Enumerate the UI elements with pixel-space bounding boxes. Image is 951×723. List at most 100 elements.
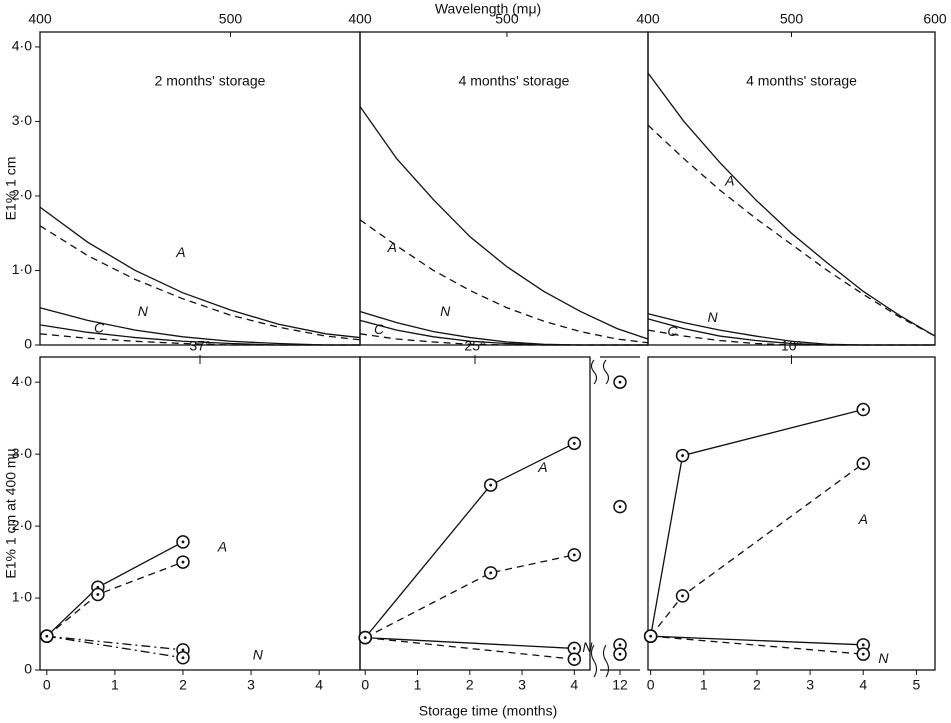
- panel-title: 4 months' storage: [459, 73, 570, 89]
- x-tick-label: 12: [612, 677, 628, 693]
- x-tick-label: 4: [859, 677, 867, 693]
- series-line: [46, 561, 184, 637]
- series-line: [39, 206, 361, 339]
- annotation: A: [175, 244, 185, 260]
- y-tick-label: 2·0: [12, 517, 32, 533]
- x-tick-label: 2: [753, 677, 761, 693]
- x-tick-label: 400: [348, 11, 372, 27]
- annotation: C: [94, 319, 105, 335]
- series-line: [647, 124, 936, 337]
- x-tick-label: 500: [219, 11, 243, 27]
- y-tick-label: 4·0: [12, 38, 32, 54]
- x-axis-label: Storage time (months): [419, 703, 558, 719]
- x-tick-label: 500: [495, 11, 519, 27]
- panel-frame: [39, 356, 361, 671]
- panel-frame: [359, 356, 591, 671]
- series-line: [39, 333, 360, 346]
- series-line: [647, 329, 935, 346]
- point-dot: [96, 593, 100, 596]
- point-dot: [861, 643, 865, 647]
- annotation: N: [708, 309, 719, 325]
- annotation: A: [724, 172, 734, 188]
- annotation: N: [582, 639, 593, 655]
- x-tick-label: 4: [570, 677, 578, 693]
- series-line: [359, 333, 648, 346]
- point-dot: [572, 553, 576, 557]
- x-tick-label: 1: [111, 677, 119, 693]
- x-tick-label: 3: [806, 677, 814, 693]
- annotation: C: [667, 323, 678, 339]
- point-dot: [861, 408, 865, 411]
- annotation: N: [440, 303, 451, 319]
- x-tick-label: 1: [700, 677, 708, 693]
- point-dot: [572, 647, 576, 650]
- x-tick-label: 2: [179, 677, 187, 693]
- series-line: [365, 636, 575, 650]
- point-dot: [861, 462, 865, 465]
- point-dot: [618, 643, 622, 647]
- x-tick-label: 2: [466, 677, 474, 693]
- x-tick-label: 5: [912, 677, 920, 693]
- annotation: A: [537, 459, 547, 475]
- x-tick-label: 3: [518, 677, 526, 693]
- x-axis-label: Wavelength (mμ): [435, 1, 541, 17]
- series-line: [46, 541, 184, 637]
- point-dot: [45, 634, 49, 638]
- series-line: [39, 225, 361, 341]
- y-tick-label: 1·0: [12, 261, 32, 277]
- series-line: [359, 219, 649, 344]
- series-line: [650, 635, 864, 655]
- series-line: [364, 554, 575, 639]
- point-dot: [181, 648, 185, 652]
- point-dot: [572, 657, 576, 661]
- x-tick-label: 0: [647, 677, 655, 693]
- point-dot: [618, 380, 622, 384]
- annotation: A: [387, 239, 397, 255]
- y-tick-label: 3·0: [12, 445, 32, 461]
- break-mark: [590, 644, 598, 678]
- point-dot: [181, 540, 185, 544]
- series-line: [359, 106, 649, 340]
- y-tick-label: 0: [24, 661, 32, 677]
- series-line: [46, 635, 184, 659]
- point-dot: [489, 571, 493, 575]
- point-dot: [649, 634, 653, 638]
- break-mark: [602, 359, 610, 385]
- break-mark: [590, 359, 598, 385]
- annotation: C: [374, 321, 385, 337]
- axis-breaks: [590, 359, 610, 678]
- x-tick-label: 0: [43, 677, 51, 693]
- x-tick-label: 500: [780, 11, 804, 27]
- point-dot: [861, 652, 865, 656]
- series-line: [647, 72, 936, 337]
- x-tick-label: 0: [361, 677, 369, 693]
- point-dot: [363, 636, 367, 640]
- y-tick-label: 4·0: [12, 373, 32, 389]
- series-line: [365, 636, 575, 660]
- point-dot: [572, 441, 576, 445]
- series-line: [359, 310, 648, 346]
- panel-frame: [647, 356, 936, 671]
- panel-title: 37°: [189, 338, 210, 354]
- y-tick-label: 2·0: [12, 187, 32, 203]
- annotation: A: [858, 511, 868, 527]
- y-axis-label: E1% 1 cm: [3, 157, 19, 221]
- point-dot: [618, 652, 622, 656]
- series-line: [650, 635, 864, 646]
- point-dot: [681, 594, 684, 598]
- x-tick-label: 400: [636, 11, 660, 27]
- y-tick-label: 3·0: [12, 112, 32, 128]
- series-line: [650, 462, 864, 637]
- panel-title: 2 months' storage: [155, 73, 266, 89]
- y-tick-label: 0: [24, 336, 32, 352]
- y-axis-label: E1% 1 cm at 400 mμ: [3, 448, 19, 578]
- y-tick-label: 1·0: [12, 589, 32, 605]
- point-dot: [181, 560, 185, 564]
- x-tick-label: 400: [28, 11, 52, 27]
- panel-title: 25°: [464, 338, 485, 354]
- annotation: N: [138, 303, 149, 319]
- point-dot: [181, 656, 185, 660]
- annotation: N: [253, 646, 264, 662]
- x-tick-label: 3: [247, 677, 255, 693]
